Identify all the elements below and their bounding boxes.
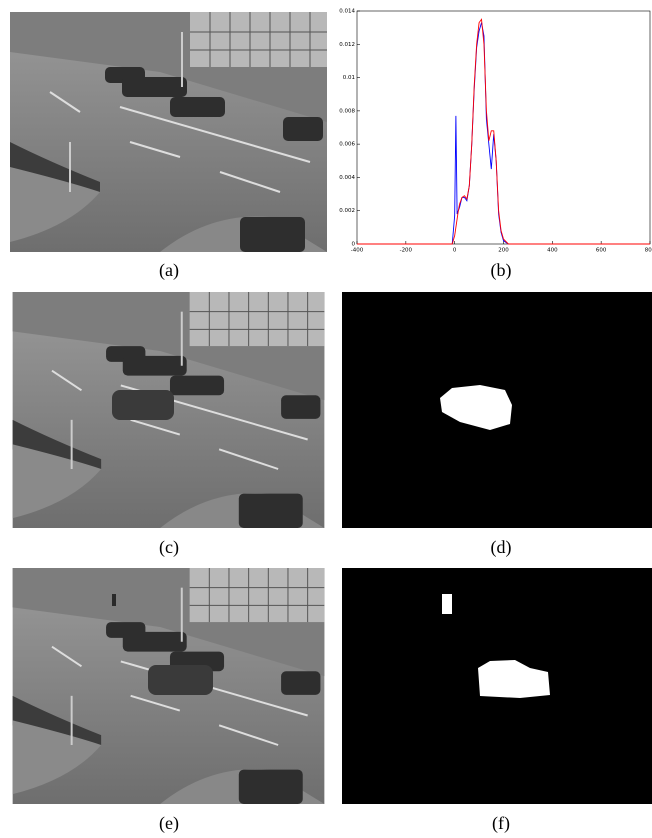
caption: (c) [159, 537, 179, 558]
mask-f [342, 568, 652, 804]
figure: 0 0.002 0.004 0.006 0.008 0.01 0.012 0.014 -400 -… [0, 0, 652, 838]
caption: (f) [492, 813, 510, 834]
series-line [357, 19, 650, 244]
y-tick-label: 0.008 [339, 108, 355, 114]
chart-b: 0 0.002 0.004 0.006 0.008 0.01 0.012 0.014 -400 -… [339, 9, 652, 254]
y-tick-label: 0.004 [339, 175, 355, 181]
y-tick-label: 0.006 [339, 142, 355, 148]
caption: (a) [159, 260, 179, 281]
plot-frame [357, 11, 650, 244]
y-tick-label: 0.01 [343, 75, 355, 81]
x-tick-label: 800 [645, 248, 652, 254]
caption: (e) [159, 813, 179, 834]
x-tick-label: 0 [453, 248, 457, 254]
caption: (d) [491, 537, 512, 558]
mask-d [342, 292, 652, 528]
y-tick-label: 0.002 [339, 208, 355, 214]
series-line [357, 23, 650, 244]
photo-e [13, 568, 325, 804]
x-tick-label: 600 [596, 248, 607, 254]
x-tick-label: -200 [400, 248, 413, 254]
y-tick-label: 0.012 [339, 42, 355, 48]
x-tick-label: -400 [351, 248, 364, 254]
y-tick-label: 0.014 [339, 9, 355, 15]
photo-c [13, 292, 325, 528]
photo-a [10, 12, 327, 252]
caption: (b) [491, 260, 512, 281]
x-tick-label: 400 [547, 248, 558, 254]
x-tick-label: 200 [498, 248, 509, 254]
